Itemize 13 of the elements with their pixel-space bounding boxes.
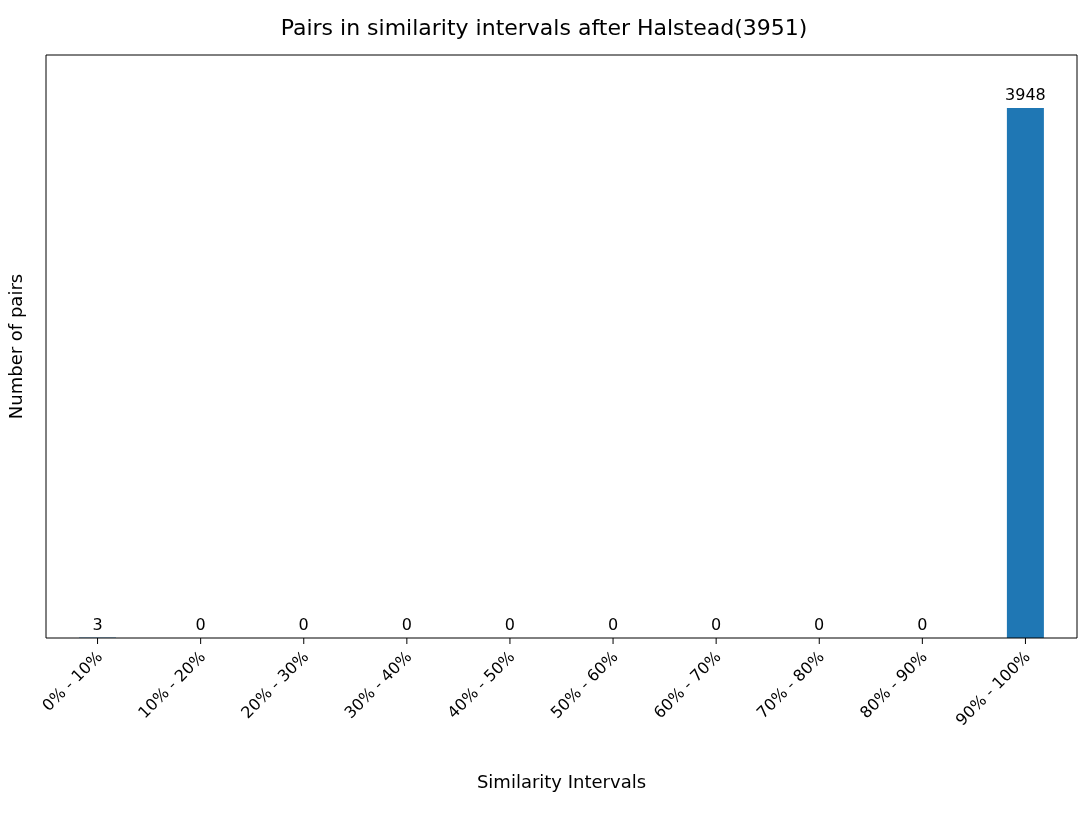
x-axis-title: Similarity Intervals xyxy=(476,771,647,792)
data-label: 0 xyxy=(814,615,825,634)
data-label: 0 xyxy=(195,615,206,634)
data-label: 0 xyxy=(298,615,309,634)
data-label: 3 xyxy=(92,614,103,634)
data-label: 0 xyxy=(504,615,515,634)
data-label: 0 xyxy=(917,615,928,634)
data-label: 0 xyxy=(607,615,619,634)
data-label: 3948 xyxy=(1005,85,1046,104)
chart-title: Pairs in similarity intervals after Halstead(3951) xyxy=(279,14,809,42)
data-label: 0 xyxy=(401,615,412,634)
data-label: 0 xyxy=(711,615,722,634)
y-axis-title: Number of pairs xyxy=(5,273,27,420)
